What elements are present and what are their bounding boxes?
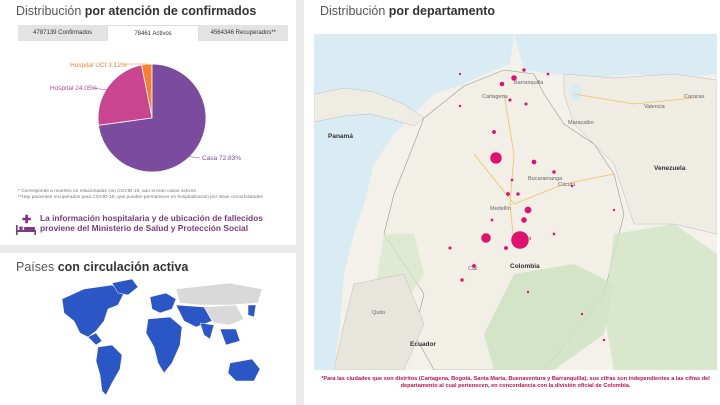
label-colombia: Colombia: [510, 263, 540, 270]
road-2: [473, 153, 615, 205]
japan-shape: [247, 304, 257, 318]
world-map: [61, 278, 263, 396]
russia-shape: [175, 282, 263, 306]
colombia-map[interactable]: Panamá Venezuela Colombia Ecuador Medell…: [314, 34, 717, 370]
note-1: * Corresponde a muertes no relacionadas …: [18, 189, 196, 194]
road-3: [573, 93, 695, 105]
label-medellin: Medellín: [490, 206, 511, 212]
bed-icon: [16, 225, 36, 235]
plus-icon: ✚: [22, 214, 32, 226]
dot-quindio[interactable]: [515, 191, 521, 197]
dot-cordoba[interactable]: [491, 129, 497, 135]
dot-arauca[interactable]: [570, 184, 574, 188]
dot-medellin[interactable]: [489, 151, 503, 165]
dot-cesar[interactable]: [523, 101, 528, 106]
hospital-leader-line: [91, 87, 109, 91]
dot-cartagena[interactable]: [499, 81, 505, 87]
case-tabs: 4787139 Confirmados 78461 Activos 456434…: [18, 25, 288, 41]
africa-shape: [145, 316, 183, 374]
countries-panel: Países con circulación activa: [0, 253, 296, 405]
dot-uraba[interactable]: [458, 104, 462, 108]
pie-notes: * Corresponde a muertes no relacionadas …: [18, 189, 288, 201]
southeast-asia-shape: [219, 328, 241, 346]
label-bucaramanga: Bucaramanga: [528, 176, 563, 182]
dot-cucuta[interactable]: [551, 169, 557, 175]
label-maracaibo: Maracaibo: [568, 120, 594, 126]
pie-slice-casa[interactable]: [98, 63, 207, 173]
label-cartagena: Cartagena: [482, 94, 509, 100]
dot-caldas[interactable]: [510, 178, 514, 182]
tab-activos[interactable]: 78461 Activos: [107, 25, 199, 41]
tab-confirmados[interactable]: 4787139 Confirmados: [18, 25, 108, 41]
amazon-forest: [484, 264, 614, 370]
dot-guajira[interactable]: [546, 72, 550, 76]
dot-vaupes[interactable]: [602, 338, 606, 342]
dot-cauca[interactable]: [471, 263, 477, 269]
label-barranquilla: Barranquilla: [514, 80, 544, 86]
department-title: Distribución por departamento: [320, 4, 496, 18]
label-caracas: Caracas: [684, 94, 705, 100]
label-ecuador: Ecuador: [410, 341, 436, 348]
dot-risaralda[interactable]: [505, 191, 511, 197]
ministry-info-text: La información hospitalaria y de ubicaci…: [40, 213, 263, 233]
europe-shape: [149, 292, 177, 314]
dot-boyaca[interactable]: [524, 206, 532, 214]
hospital-distribution-title: Distribución por atención de confirmados: [16, 4, 257, 18]
central-america-shape: [87, 332, 103, 346]
pie-label-hospital: Hospital 24.05%: [50, 85, 98, 92]
brazil-forest: [604, 224, 717, 370]
dot-bucaramanga[interactable]: [531, 159, 537, 165]
department-footnote: *Para las ciudades que son distritos (Ca…: [321, 376, 710, 389]
label-panama: Panamá: [328, 133, 353, 140]
ecuador-land: [333, 273, 425, 370]
india-shape: [199, 322, 215, 340]
dot-valle[interactable]: [490, 218, 494, 222]
label-venezuela: Venezuela: [654, 165, 686, 172]
dot-choco[interactable]: [447, 245, 452, 250]
dot-bogota[interactable]: [510, 230, 530, 250]
label-cucuta: Cúcuta: [558, 182, 576, 188]
note-2: **Hay pacientes recuperados para COVID-1…: [18, 195, 263, 201]
panama-land: [314, 87, 425, 127]
label-cali: Cali: [468, 266, 477, 272]
pie-label-casa: Casa 72.83%: [202, 155, 241, 162]
tab-recuperados[interactable]: 4564346 Recuperados**: [198, 25, 288, 41]
dot-meta[interactable]: [552, 232, 556, 236]
dot-sucre[interactable]: [507, 97, 512, 102]
hospital-distribution-panel: Distribución por atención de confirmados…: [0, 0, 296, 245]
dot-san-andres[interactable]: [458, 72, 462, 76]
dot-narino[interactable]: [459, 277, 465, 283]
label-quito: Quito: [372, 310, 385, 316]
ministry-info: ✚ La información hospitalaria y de ubica…: [16, 213, 292, 237]
caribbean-sea: [514, 34, 717, 78]
countries-title: Países con circulación activa: [16, 260, 189, 274]
case-dots: [447, 67, 616, 342]
dot-barranquilla[interactable]: [510, 74, 518, 82]
australia-shape: [227, 358, 261, 382]
dot-santa-marta[interactable]: [521, 67, 527, 73]
dot-vichada[interactable]: [612, 208, 616, 212]
china-shape: [203, 304, 245, 326]
north-america-shape: [61, 284, 125, 338]
dot-cali[interactable]: [480, 232, 492, 244]
south-america-shape: [95, 344, 123, 396]
pie-label-uci: Hospital UCI 3.12%: [70, 62, 127, 69]
label-valencia: Valencia: [644, 104, 666, 110]
dot-caqueta[interactable]: [526, 290, 530, 294]
lake-maracaibo: [570, 83, 582, 101]
colombia-map-svg: Panamá Venezuela Colombia Ecuador Medell…: [314, 34, 717, 370]
casa-leader-line: [185, 155, 201, 159]
dot-tolima[interactable]: [520, 216, 528, 224]
greenland-shape: [111, 278, 139, 296]
dot-huila[interactable]: [503, 245, 509, 251]
pacific-ocean: [314, 34, 514, 370]
department-panel: Distribución por departamento Panamá: [304, 0, 720, 405]
dot-guaviare[interactable]: [580, 312, 584, 316]
venezuela-land: [563, 73, 717, 235]
pie-slice-hospital[interactable]: [97, 64, 153, 126]
attention-pie-chart: Hospital UCI 3.12% Hospital 24.05% Casa …: [50, 62, 241, 173]
